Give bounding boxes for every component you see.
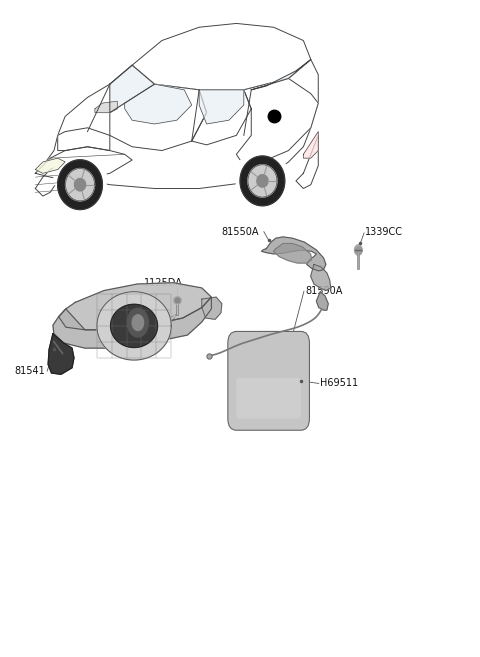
Polygon shape	[36, 147, 132, 181]
Polygon shape	[316, 292, 328, 310]
Polygon shape	[251, 60, 311, 90]
Polygon shape	[262, 237, 326, 271]
Polygon shape	[54, 158, 106, 185]
Polygon shape	[311, 264, 331, 290]
Polygon shape	[274, 244, 312, 263]
Polygon shape	[97, 292, 171, 360]
Text: 81550A: 81550A	[222, 227, 259, 237]
Polygon shape	[74, 179, 85, 191]
Polygon shape	[257, 175, 268, 187]
Circle shape	[127, 308, 148, 337]
Polygon shape	[125, 84, 192, 124]
Polygon shape	[59, 283, 211, 330]
Text: H69511: H69511	[320, 378, 358, 388]
Circle shape	[355, 245, 362, 255]
Text: 81590A: 81590A	[306, 286, 343, 296]
Polygon shape	[58, 127, 110, 150]
Polygon shape	[66, 169, 95, 201]
Polygon shape	[36, 158, 65, 173]
Polygon shape	[95, 101, 117, 112]
Text: 1125DA: 1125DA	[144, 278, 183, 288]
Text: 1339CC: 1339CC	[365, 227, 403, 237]
Polygon shape	[192, 90, 251, 145]
Text: 81541: 81541	[14, 366, 45, 376]
Polygon shape	[48, 334, 74, 374]
Polygon shape	[303, 131, 318, 158]
Polygon shape	[53, 297, 211, 348]
Polygon shape	[110, 65, 155, 112]
Polygon shape	[236, 154, 288, 185]
Polygon shape	[58, 160, 102, 210]
FancyBboxPatch shape	[237, 378, 301, 419]
Polygon shape	[110, 84, 206, 150]
Polygon shape	[202, 297, 222, 319]
Polygon shape	[248, 165, 277, 197]
Polygon shape	[199, 90, 244, 124]
Polygon shape	[36, 166, 58, 196]
Polygon shape	[236, 78, 318, 166]
Polygon shape	[132, 24, 311, 90]
Polygon shape	[36, 60, 318, 189]
Polygon shape	[110, 304, 157, 348]
Polygon shape	[296, 135, 318, 189]
Circle shape	[132, 315, 144, 330]
FancyBboxPatch shape	[228, 331, 310, 430]
Polygon shape	[240, 156, 285, 206]
